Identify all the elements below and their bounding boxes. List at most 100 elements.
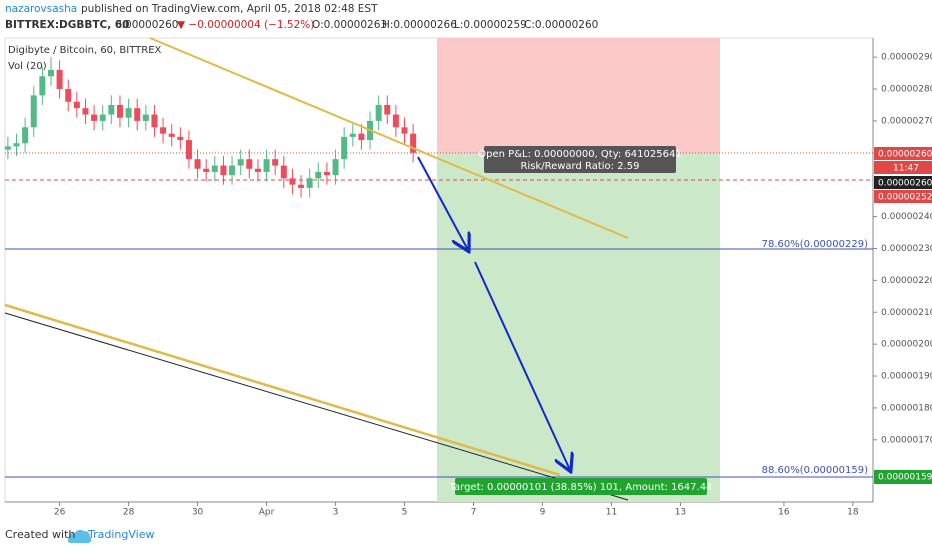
symbol: BITTREX:DGBBTC, 60 (5, 19, 130, 31)
pnl: Open P&L: 0.00000000, Qty: 641025641 (478, 149, 681, 160)
candle-body (341, 136, 348, 160)
pnl-box (484, 146, 676, 173)
candle-body (272, 159, 279, 166)
y-tick-label: 0.00000270 (881, 116, 932, 126)
y-tick-label: 0.00000230 (881, 244, 932, 254)
open: O:0.00000263 (312, 19, 387, 31)
arrow (474, 261, 570, 470)
candle-body (30, 95, 37, 128)
price-tag-label: 0.00000252 (878, 193, 932, 203)
candle-body (280, 165, 287, 179)
target-zone (437, 153, 720, 502)
target-box (455, 478, 707, 495)
published: published on TradingView.com, April 05, … (81, 3, 378, 15)
candle-body (116, 104, 123, 118)
candles (4, 57, 417, 198)
fib-label: 78.60%(0.00000229) (762, 239, 868, 250)
price-tag (874, 470, 932, 484)
x-tick-label: 7 (471, 508, 477, 518)
x-tick-label: 26 (54, 508, 66, 518)
x-tick-label: 9 (540, 508, 546, 518)
candle-body (108, 104, 115, 115)
x-tick-label: 13 (675, 508, 686, 518)
y-tick-label: 0.00000280 (881, 85, 932, 95)
legend-title: Digibyte / Bitcoin, 60, BITTREX (8, 45, 162, 56)
trend-line (149, 37, 629, 239)
header: nazarovsasha published on TradingView.co… (5, 3, 598, 31)
y-tick-label: 0.00000170 (881, 435, 932, 445)
x-tick-label: Apr (259, 508, 275, 518)
risk-reward: Risk/Reward Ratio: 2.59 (520, 161, 639, 172)
candle-body (375, 104, 382, 121)
price-tag (874, 147, 932, 160)
candle-body (39, 76, 46, 96)
candle-body (4, 146, 11, 150)
price-tag (874, 176, 932, 189)
arrow (417, 156, 468, 250)
candle-body (151, 114, 158, 128)
footer-created: Created with (5, 528, 75, 541)
candle-body (91, 114, 98, 121)
candle-body (384, 104, 391, 115)
time-tag (874, 161, 932, 174)
trend-line (4, 312, 629, 501)
candle-body (246, 159, 253, 169)
candle-body (237, 159, 244, 166)
logo (67, 529, 92, 543)
candle-body (358, 133, 365, 141)
candle-body (65, 89, 72, 102)
candle-body (349, 133, 356, 137)
candle-body (82, 108, 89, 115)
last: 0.00000260 (115, 19, 178, 31)
trend-line (4, 303, 561, 477)
candle-body (125, 108, 132, 118)
y-tick-label: 0.00000190 (881, 372, 932, 382)
x-tick-label: 30 (192, 508, 204, 518)
x-axis: 26 28 30 Apr 3 5 7 9 11 13 16 18 (54, 502, 859, 518)
time-tag-label: 11:47 (893, 164, 919, 174)
x-tick-label: 5 (402, 508, 408, 518)
y-tick-label: 0.00000290 (881, 53, 932, 63)
candle-body (229, 165, 236, 176)
high: H:0.00000266 (382, 19, 457, 31)
candle-body (315, 171, 322, 179)
change: ▼ −0.00000004 (−1.52%) (177, 19, 314, 31)
x-tick-label: 18 (847, 508, 859, 518)
candle-body (185, 140, 192, 160)
x-tick-label: 28 (123, 508, 135, 518)
candle-body (47, 69, 54, 77)
candle-body (410, 133, 417, 153)
candle-body (392, 114, 399, 128)
target: Target: 0.00000101 (38.85%) 101, Amount:… (449, 482, 713, 493)
author[interactable]: nazarovsasha (5, 3, 77, 15)
candle-body (194, 159, 201, 169)
stop-zone (437, 38, 720, 153)
y-axis: 0.00000290 0.00000280 0.00000270 0.00000240… (873, 53, 932, 445)
candle-body (323, 171, 330, 176)
candle-body (56, 69, 63, 90)
candle-body (142, 114, 149, 121)
fib-label: 88.60%(0.00000159) (762, 465, 868, 476)
candle-body (177, 136, 184, 141)
footer-brand[interactable]: TradingView (87, 528, 154, 541)
candle-body (13, 143, 20, 147)
price-tag-label: 0.00000159 (878, 473, 932, 483)
x-tick-label: 16 (778, 508, 790, 518)
close: C:0.00000260 (524, 19, 598, 31)
price-tag (874, 190, 932, 203)
candle-body (289, 178, 296, 185)
candle-body (401, 127, 408, 134)
candle-body (99, 114, 106, 121)
low: L:0.00000259 (454, 19, 527, 31)
candle-body (263, 159, 270, 172)
x-tick-label: 3 (333, 508, 339, 518)
price-tag-label: 0.00000260 (878, 179, 932, 189)
candle-body (160, 127, 167, 134)
candle-body (298, 184, 305, 188)
candle-body (73, 101, 80, 109)
candle-body (168, 133, 175, 137)
y-tick-label: 0.00000220 (881, 276, 932, 286)
price-tag-label: 0.00000260 (878, 150, 932, 160)
candle-body (332, 159, 339, 176)
y-tick-label: 0.00000180 (881, 403, 932, 413)
